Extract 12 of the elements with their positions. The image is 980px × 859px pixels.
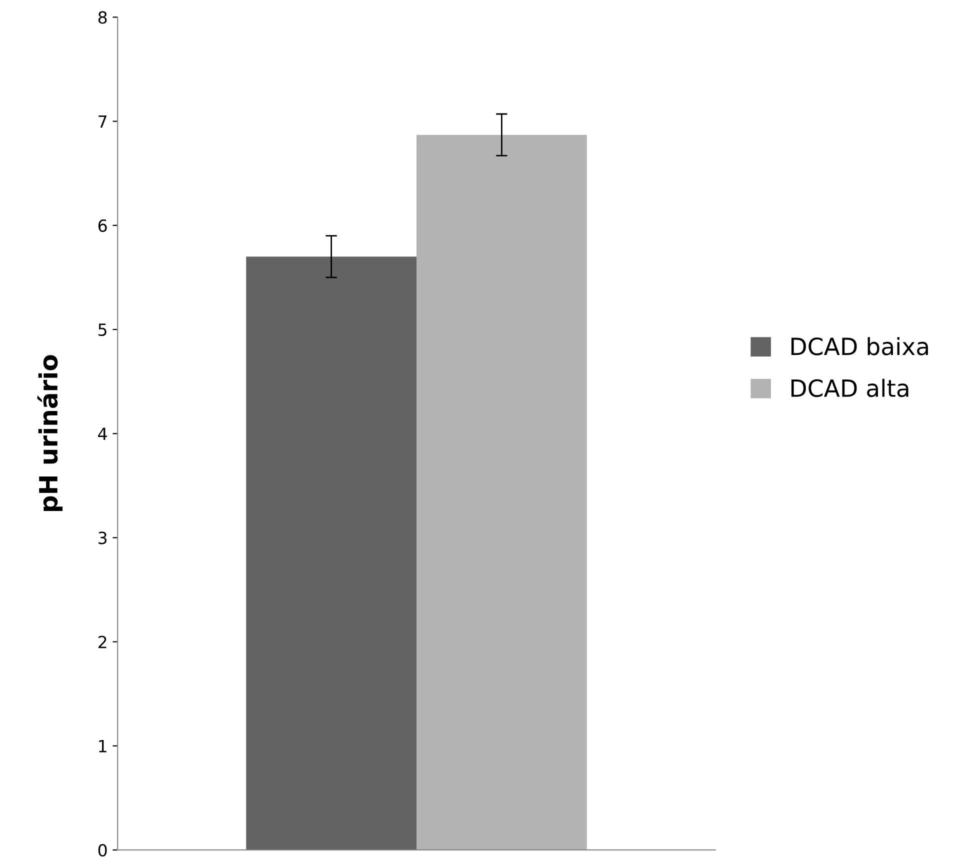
legend-label: DCAD alta [791,378,908,398]
y-axis-title: pH urinário [37,355,63,511]
y-tick-label: 6 [98,219,107,232]
y-tick-label: 4 [98,428,107,440]
y-tick-label: 2 [98,636,106,648]
legend-label: DCAD baixa [791,337,928,356]
y-tick-label: 7 [98,115,106,128]
y-tick-label: 8 [98,11,107,24]
y-tick-label: 0 [98,844,107,857]
y-tick-label: 5 [98,324,106,336]
y-tick-label: 1 [99,740,106,752]
y-tick-label: 3 [98,532,107,544]
